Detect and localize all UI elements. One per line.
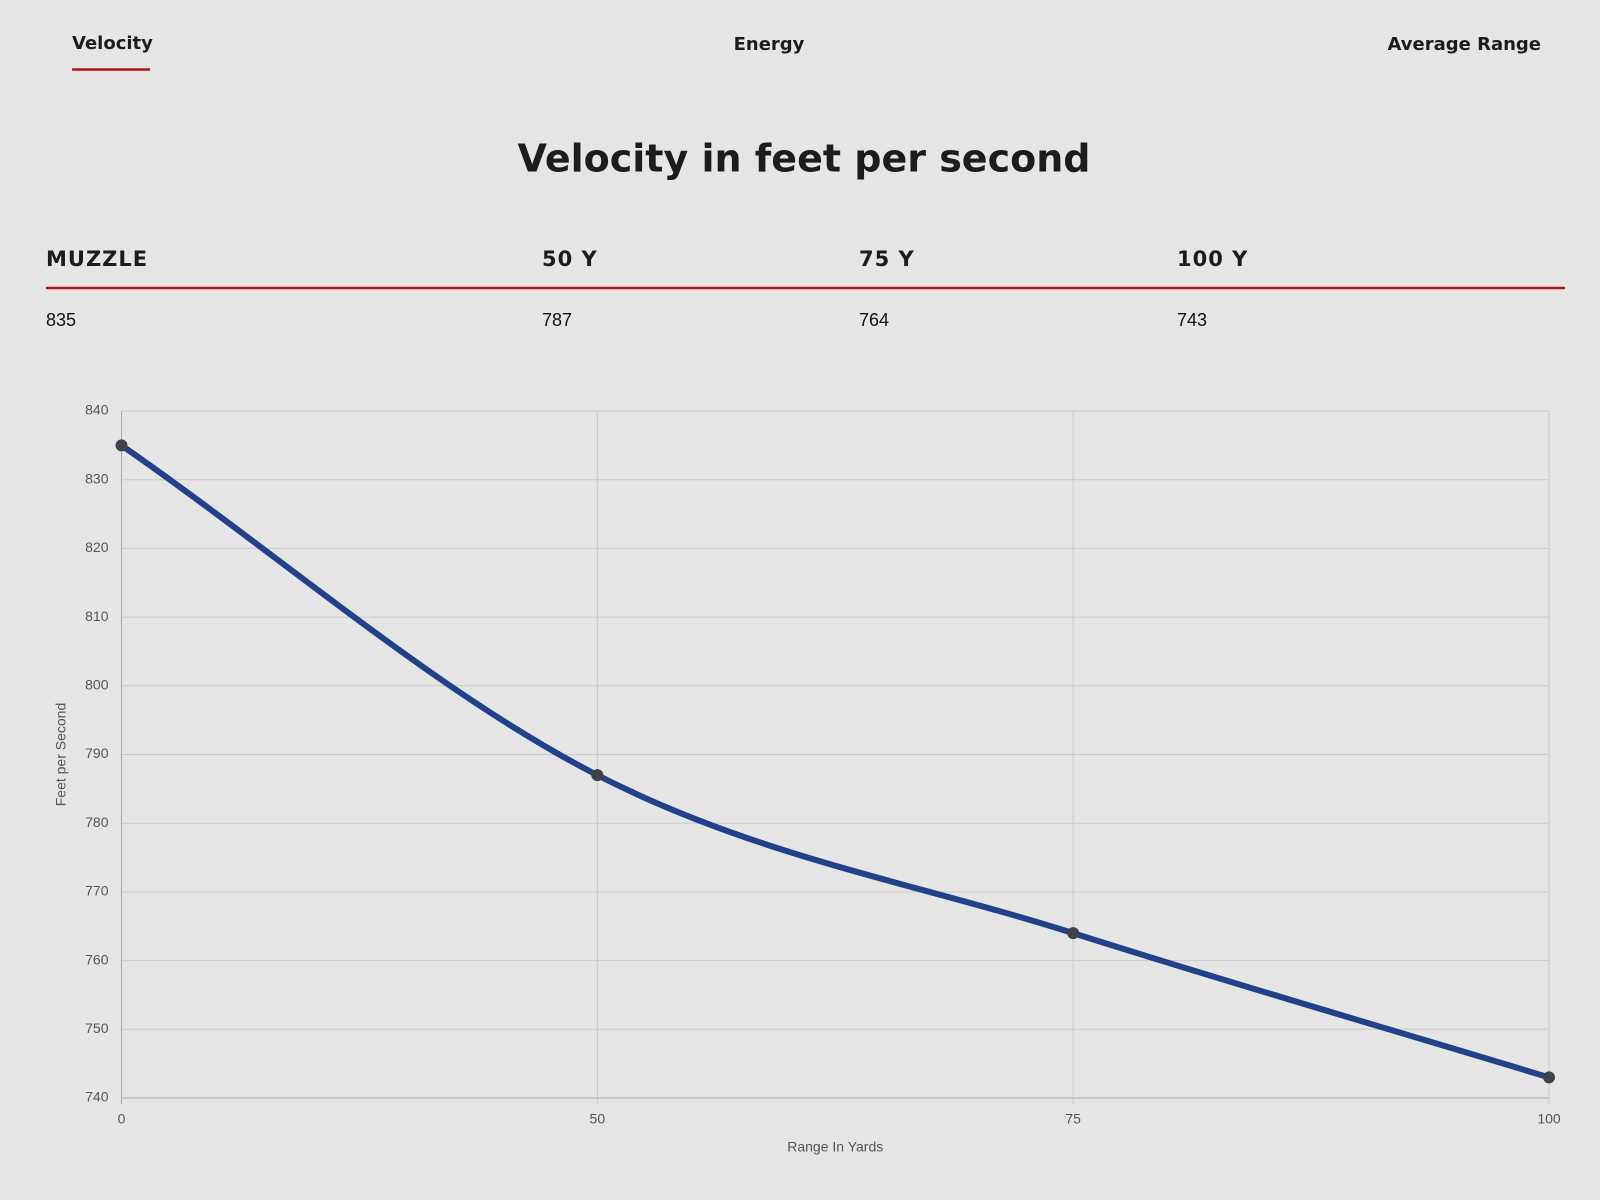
y-axis-label: Feet per Second: [53, 703, 69, 807]
data-point: [115, 439, 128, 452]
y-tick-label: 760: [85, 951, 109, 967]
x-tick-label: 100: [1537, 1111, 1561, 1127]
y-tick-label: 830: [85, 470, 109, 486]
table-header: 75 Y: [859, 247, 915, 271]
data-point: [1543, 1071, 1555, 1084]
y-tick-label: 790: [85, 745, 109, 761]
x-tick-label: 0: [118, 1111, 126, 1127]
data-point: [591, 769, 604, 782]
y-tick-label: 770: [85, 883, 109, 899]
table-cell: 835: [46, 310, 76, 330]
table-header: MUZZLE: [46, 247, 148, 271]
page-title: Velocity in feet per second: [518, 137, 1091, 181]
y-tick-label: 810: [85, 608, 109, 624]
tab[interactable]: Velocity: [72, 33, 153, 54]
line: [119, 442, 1550, 1081]
x-tick-label: 75: [1065, 1111, 1081, 1127]
chart: 740 750 760 770 780 790 800 810 820 830 840 0 50 75 10…: [53, 402, 1561, 1155]
y-tick-label: 840: [85, 402, 109, 418]
tab[interactable]: Average Range: [1387, 34, 1541, 55]
y-tick-label: 820: [85, 539, 109, 555]
table-cell: 787: [542, 310, 572, 330]
y-tick-label: 780: [85, 814, 109, 830]
y-tick-label: 800: [85, 677, 109, 693]
table-cell: 764: [859, 310, 889, 330]
data-point: [1067, 927, 1080, 940]
x-axis-label: Range In Yards: [787, 1139, 883, 1155]
y-tick-label: 740: [85, 1089, 109, 1105]
table: MUZZLE 50 Y 75 Y 100 Y 835 787 764 743: [46, 247, 1248, 330]
table-header: 50 Y: [542, 247, 598, 271]
x-tick-label: 50: [590, 1111, 606, 1127]
tab[interactable]: Energy: [734, 34, 805, 55]
table-cell: 743: [1177, 310, 1207, 330]
table-header: 100 Y: [1177, 247, 1248, 271]
y-tick-label: 750: [85, 1020, 109, 1036]
